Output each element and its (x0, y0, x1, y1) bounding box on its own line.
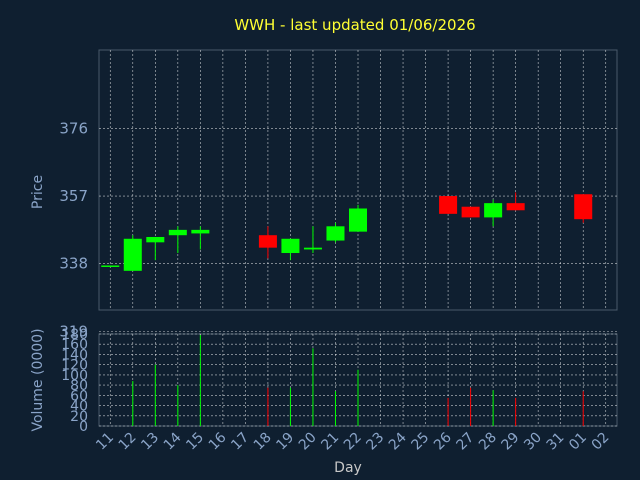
volume-tick-label: 0 (79, 419, 88, 435)
volume-tick-label: 120 (61, 358, 88, 374)
candle-body (101, 265, 120, 267)
volume-axis-label: Volume (0000) (30, 328, 46, 431)
candle-body (303, 247, 322, 250)
candle-body (191, 229, 210, 234)
volume-tick-label: 60 (70, 388, 88, 404)
price-tick-label: 338 (59, 255, 88, 273)
volume-tick-label: 20 (70, 409, 88, 425)
volume-tick-label: 80 (70, 378, 88, 394)
volume-tick-label: 140 (61, 347, 88, 363)
candle-body (506, 203, 525, 211)
candle-body (461, 206, 480, 218)
candle-body (123, 238, 142, 271)
candle-body (326, 226, 345, 241)
price-axis-label: Price (30, 175, 46, 209)
volume-tick-label: 180 (61, 327, 88, 343)
candle-body (348, 208, 368, 232)
candle-body (574, 194, 593, 220)
candle-body (168, 229, 187, 236)
candle-body (439, 196, 458, 214)
price-tick-label: 319 (59, 322, 88, 340)
chart-title: WWH - last updated 01/06/2026 (234, 16, 475, 34)
candle-body (484, 203, 503, 218)
volume-tick-label: 40 (70, 399, 88, 415)
price-tick-label: 357 (59, 187, 88, 205)
candle-body (146, 236, 165, 243)
volume-tick-label: 160 (61, 337, 88, 353)
candle-body (258, 235, 277, 248)
price-panel: 319 338 357 376 (59, 49, 618, 340)
day-axis: 1112131415161718192021222324252627282930… (93, 429, 612, 453)
candle-body (281, 238, 300, 254)
volume-tick-label: 100 (61, 368, 88, 384)
day-axis-label: Day (334, 460, 362, 476)
price-tick-label: 376 (59, 119, 88, 137)
